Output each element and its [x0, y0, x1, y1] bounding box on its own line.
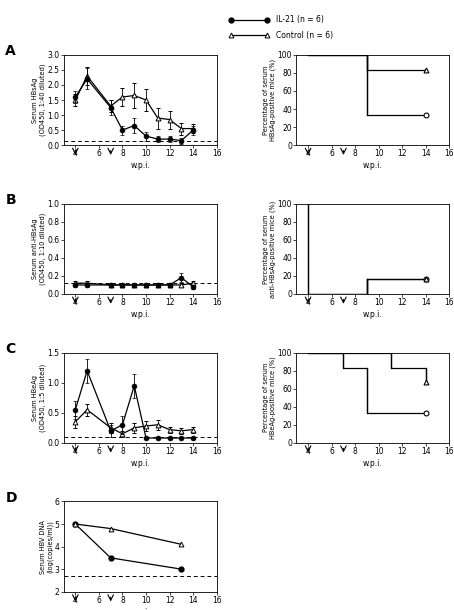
Text: A: A	[5, 44, 16, 58]
X-axis label: w.p.i.: w.p.i.	[130, 459, 150, 468]
Text: IL-21 (n = 6): IL-21 (n = 6)	[276, 15, 324, 24]
Text: B: B	[5, 193, 16, 207]
X-axis label: w.p.i.: w.p.i.	[130, 310, 150, 319]
Text: C: C	[5, 342, 15, 356]
X-axis label: w.p.i.: w.p.i.	[363, 459, 383, 468]
Y-axis label: Serum anti-HBsAg
(OD450, 1:10 diluted): Serum anti-HBsAg (OD450, 1:10 diluted)	[32, 213, 46, 285]
Y-axis label: Percentage of serum
HBeAg-positive mice (%): Percentage of serum HBeAg-positive mice …	[263, 356, 276, 439]
X-axis label: w.p.i.: w.p.i.	[363, 310, 383, 319]
Y-axis label: Serum HBsAg
(OD450, 1:40 diluted): Serum HBsAg (OD450, 1:40 diluted)	[32, 64, 46, 136]
Y-axis label: Serum HBeAg
(OD450, 1:5 diluted): Serum HBeAg (OD450, 1:5 diluted)	[32, 364, 46, 432]
Y-axis label: Serum HBV DNA
(log(copies/ml)): Serum HBV DNA (log(copies/ml))	[39, 520, 53, 573]
Y-axis label: Percentage of serum
HBsAg-positive mice (%): Percentage of serum HBsAg-positive mice …	[263, 59, 276, 141]
X-axis label: w.p.i.: w.p.i.	[363, 161, 383, 170]
Text: Control (n = 6): Control (n = 6)	[276, 30, 333, 40]
X-axis label: w.p.i.: w.p.i.	[130, 161, 150, 170]
Y-axis label: Percentage of serum
anti-HBsAg-positive mice (%): Percentage of serum anti-HBsAg-positive …	[263, 200, 276, 298]
X-axis label: w.p.i.: w.p.i.	[130, 608, 150, 610]
Text: D: D	[5, 490, 17, 504]
